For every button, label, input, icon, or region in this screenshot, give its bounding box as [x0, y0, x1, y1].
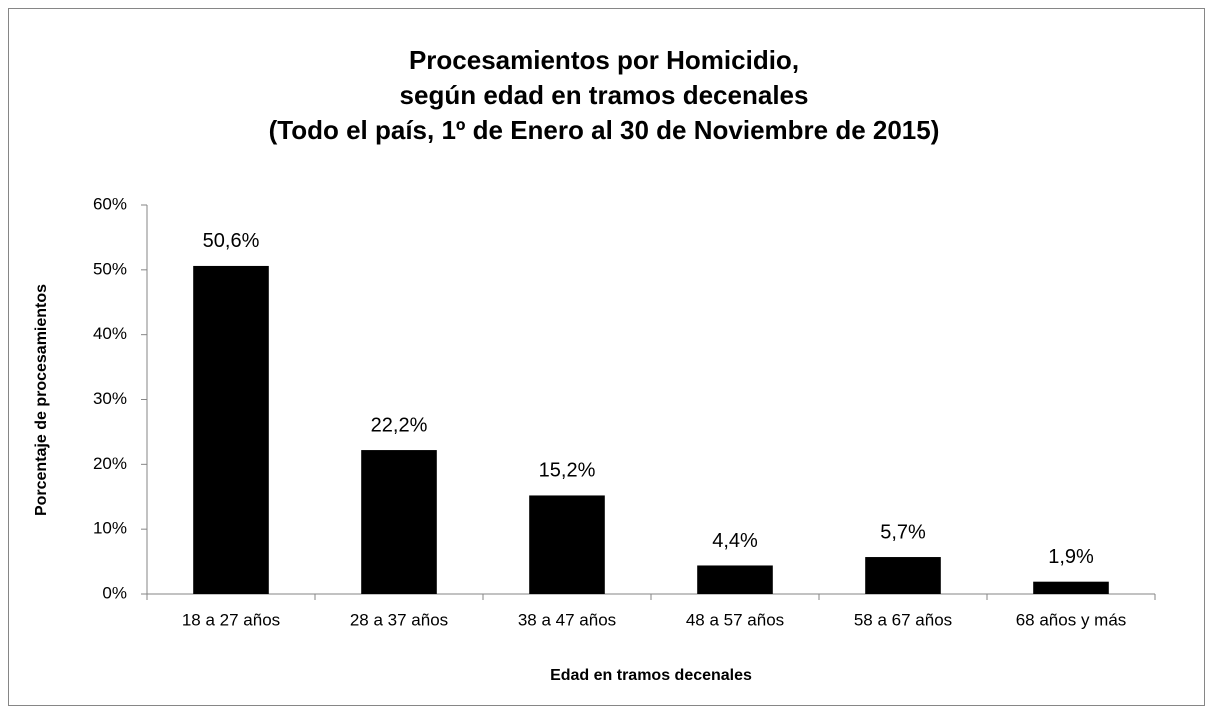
y-tick-label: 0% — [102, 583, 127, 602]
y-tick-label: 10% — [93, 519, 127, 538]
chart-title: (Todo el país, 1º de Enero al 30 de Novi… — [269, 115, 940, 145]
chart-title: Procesamientos por Homicidio, — [409, 45, 799, 75]
bar — [529, 495, 605, 594]
bar — [361, 450, 437, 594]
data-label: 50,6% — [203, 230, 260, 252]
bar — [193, 265, 269, 594]
bar — [1033, 581, 1109, 594]
y-tick-label: 60% — [93, 194, 127, 213]
data-label: 15,2% — [539, 460, 596, 482]
bar — [865, 557, 941, 594]
y-tick-label: 20% — [93, 454, 127, 473]
y-tick-label: 50% — [93, 259, 127, 278]
bar — [697, 565, 773, 594]
x-axis-title: Edad en tramos decenales — [550, 667, 752, 684]
x-tick-label: 68 años y más — [1016, 610, 1127, 629]
data-label: 1,9% — [1048, 546, 1094, 568]
data-label: 4,4% — [712, 530, 758, 552]
data-label: 5,7% — [880, 521, 926, 543]
chart-title: según edad en tramos decenales — [400, 80, 809, 110]
x-tick-label: 48 a 57 años — [686, 610, 784, 629]
x-tick-label: 58 a 67 años — [854, 610, 952, 629]
y-tick-label: 30% — [93, 389, 127, 408]
chart-frame — [8, 8, 1205, 706]
data-label: 22,2% — [371, 414, 428, 436]
x-tick-label: 18 a 27 años — [182, 610, 280, 629]
x-tick-label: 28 a 37 años — [350, 610, 448, 629]
y-tick-label: 40% — [93, 324, 127, 343]
x-tick-label: 38 a 47 años — [518, 610, 616, 629]
y-axis-title: Porcentaje de procesamientos — [33, 284, 50, 516]
